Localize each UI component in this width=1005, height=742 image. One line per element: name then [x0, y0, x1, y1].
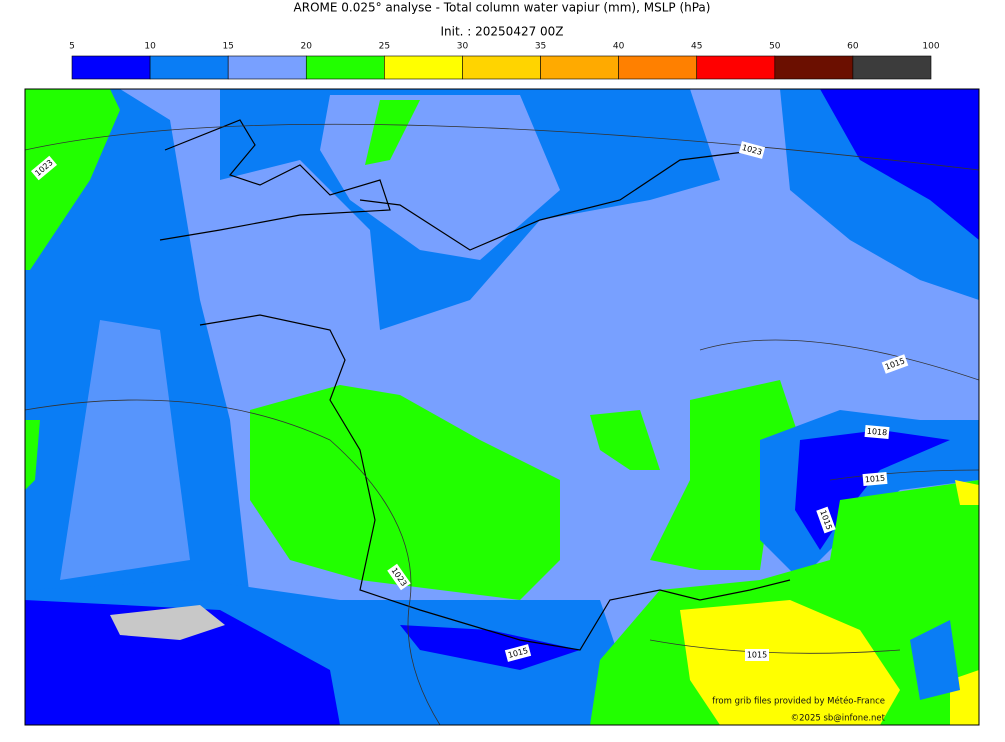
isobar-label-box [864, 424, 890, 440]
colorbar-bin [774, 55, 854, 80]
colorbar-tick-label: 30 [457, 42, 469, 52]
isobar-label-box [816, 506, 836, 534]
colorbar-tick-label: 40 [613, 42, 625, 52]
colorbar-bin [149, 55, 229, 80]
isobar-label-box [745, 649, 769, 661]
colorbar-bin [462, 55, 541, 80]
colorbar-tick-label: 60 [847, 42, 859, 52]
colorbar-bin [71, 55, 151, 80]
colorbar-bin [540, 55, 619, 80]
colorbar-bin [852, 55, 932, 80]
isobar-label: 1015 [816, 506, 836, 534]
isobar-label-box [881, 354, 909, 374]
map [25, 89, 979, 725]
subtitle: Init. : 20250427 00Z [440, 25, 563, 39]
colorbar-bin [618, 55, 698, 80]
credit: ©2025 sb@infone.net [791, 714, 886, 724]
isobar-label-text: 1015 [747, 651, 767, 660]
isobar-label: 1015 [862, 471, 888, 487]
colorbar-bin [384, 55, 463, 80]
isobar-label-text: 1018 [866, 427, 887, 438]
colorbar-tick-label: 20 [301, 42, 313, 52]
colorbar-bin [227, 55, 307, 80]
isobar-label-box [862, 471, 888, 487]
colorbar-tick-label: 25 [379, 42, 390, 52]
colorbar-tick-label: 5 [69, 42, 75, 52]
isobar-label: 1015 [745, 649, 769, 661]
credit: from grib files provided by Météo-France [712, 696, 885, 707]
colorbar: 5 10 15 20 25 30 35 40 45 50 60 100 [69, 42, 940, 80]
colorbar-tick-label: 45 [691, 42, 702, 52]
colorbar-tick-label: 50 [769, 42, 781, 52]
map-frame [24, 88, 980, 726]
isobar-label-text: 1015 [864, 474, 885, 485]
isobar-label-box [387, 563, 411, 591]
isobar-label: 1018 [864, 424, 890, 440]
colorbar-tick-label: 15 [222, 42, 233, 52]
isobar-label: 1015 [504, 644, 532, 662]
isobar-label-box [504, 644, 532, 662]
colorbar-tick-label: 10 [144, 42, 156, 52]
colorbar-bin [696, 55, 776, 80]
colorbar-tick-label: 100 [922, 42, 939, 52]
isobar-label-box [30, 155, 58, 181]
isobar-label: 1015 [881, 354, 909, 374]
title: AROME 0.025° analyse - Total column wate… [294, 1, 711, 15]
colorbar-bin [305, 55, 385, 80]
colorbar-tick-label: 35 [535, 42, 546, 52]
